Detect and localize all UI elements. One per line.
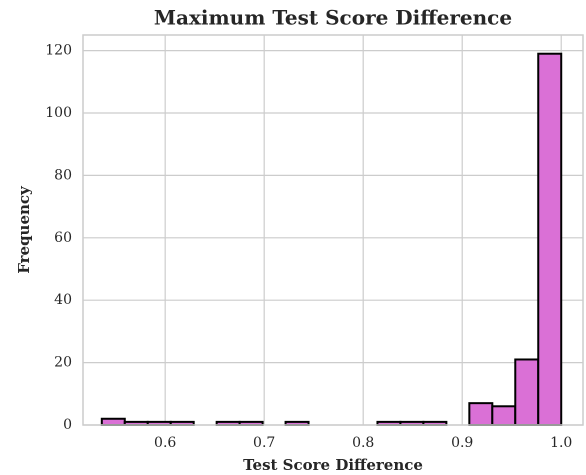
bar bbox=[491, 405, 517, 426]
x-tick-label: 1.0 bbox=[550, 435, 572, 451]
x-tick-label: 0.7 bbox=[253, 435, 275, 451]
y-tick-label: 100 bbox=[45, 105, 72, 121]
bar bbox=[468, 402, 494, 427]
y-tick-label: 0 bbox=[63, 417, 72, 433]
y-tick-label: 40 bbox=[54, 292, 72, 308]
x-tick-label: 0.9 bbox=[451, 435, 473, 451]
bar bbox=[100, 417, 126, 427]
y-tick-label: 20 bbox=[54, 355, 72, 371]
x-tick-label: 0.8 bbox=[352, 435, 374, 451]
y-axis-label: Frequency bbox=[15, 185, 33, 274]
bar bbox=[514, 358, 540, 427]
y-tick-label: 120 bbox=[45, 43, 72, 59]
y-tick-label: 80 bbox=[54, 167, 72, 183]
x-axis-label: Test Score Difference bbox=[243, 456, 423, 474]
bar bbox=[537, 52, 563, 426]
y-tick-label: 60 bbox=[54, 230, 72, 246]
x-tick-label: 0.6 bbox=[154, 435, 176, 451]
plot-frame bbox=[82, 34, 584, 426]
chart-title: Maximum Test Score Difference bbox=[154, 6, 512, 30]
